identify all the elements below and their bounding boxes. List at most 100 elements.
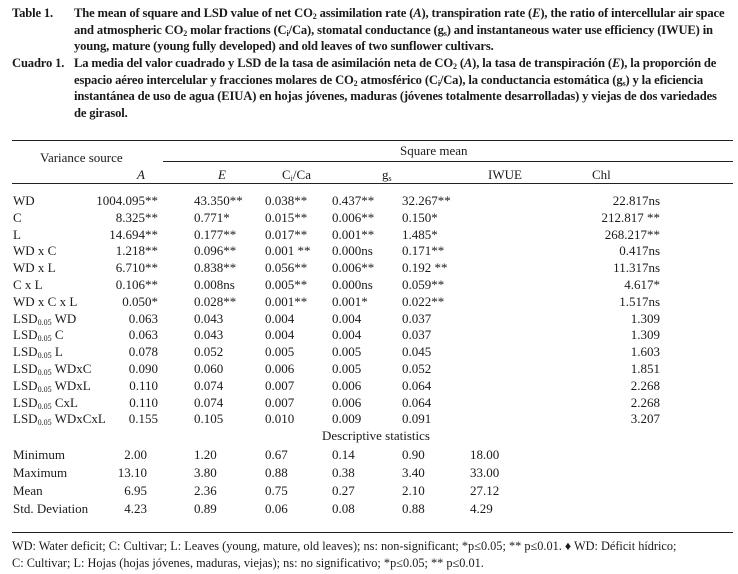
table-cell: 3.40 xyxy=(402,465,425,480)
table-row: C 8.325** 0.771* 0.015** 0.006** 0.150* 212.81… xyxy=(0,210,738,227)
row-label-suffix: WDxC xyxy=(51,361,92,376)
section-header: Descriptive statistics xyxy=(322,428,430,443)
row-label-text: Std. Deviation xyxy=(13,501,89,516)
table-row: WD x C x L 0.050* 0.028** 0.001** 0.001* 0.02… xyxy=(0,294,738,311)
table-cell: 3.207 xyxy=(630,411,660,427)
row-label: LSD0.05 L xyxy=(13,344,63,360)
table-cell: 0.838** xyxy=(194,260,237,276)
table-cell: 1.851 xyxy=(630,361,660,376)
table-row: WD 1004.095** 43.350** 0.038** 0.437** 32.267… xyxy=(0,193,738,210)
column-header-text: /Ca xyxy=(292,167,311,182)
table-cell: 0.150* xyxy=(402,209,438,225)
row-label: Std. Deviation xyxy=(13,501,88,517)
caption-segment: ( xyxy=(456,56,464,70)
row-label: LSD0.05 WD xyxy=(13,311,76,327)
table-cell: 4.617* xyxy=(624,277,660,292)
subscript: i xyxy=(437,78,440,88)
table-cell: 0.045 xyxy=(402,344,432,360)
table-cell: 0.022** xyxy=(402,293,445,309)
table-row: LSD0.05 WDxL 0.110 0.074 0.007 0.006 0.064 2.2… xyxy=(0,378,738,395)
table-cell: 268.217** xyxy=(604,226,660,242)
row-label-text: WD xyxy=(13,193,35,208)
table-row: WD x C 1.218** 0.096** 0.001 ** 0.000ns 0.171… xyxy=(0,243,738,260)
table-cell: 0.001* xyxy=(332,293,368,309)
table-cell: 0.001** xyxy=(332,226,375,242)
table-cell: 0.005** xyxy=(265,277,308,292)
table-cell: 0.015** xyxy=(265,209,308,225)
table-cell: 1.309 xyxy=(630,310,660,326)
row-label-suffix: CxL xyxy=(51,394,78,410)
table-cell: 1.20 xyxy=(194,447,217,462)
caption-segment: assimilation rate ( xyxy=(316,6,414,20)
column-header-4: gs xyxy=(382,167,392,183)
row-label: C x L xyxy=(13,277,43,293)
column-header-3: Ci/Ca xyxy=(282,167,311,183)
table-cell: 0.056** xyxy=(265,260,308,276)
table-cell: 0.063 xyxy=(128,327,158,343)
table-cell: 2.10 xyxy=(402,483,425,498)
table-cell: 0.75 xyxy=(265,483,288,498)
row-label-text: LSD xyxy=(13,377,38,393)
table-cell: 0.063 xyxy=(128,310,158,326)
table-cell: 2.268 xyxy=(630,377,660,393)
caption-segment: /Ca), la conductancia estomática (g xyxy=(439,72,623,87)
row-label-text: C xyxy=(13,209,22,225)
row-label: L xyxy=(13,227,21,243)
table-cell: 0.001 ** xyxy=(265,243,311,259)
table-cell: 0.006 xyxy=(265,361,295,376)
row-label: C xyxy=(13,210,22,226)
table-row: LSD0.05 CxL 0.110 0.074 0.007 0.006 0.064 2.26… xyxy=(0,395,738,412)
table-cell: 0.005 xyxy=(332,344,362,360)
table-cell: 0.171** xyxy=(402,243,445,259)
subscript: 2 xyxy=(312,12,317,21)
table-cell: 0.004 xyxy=(332,310,362,326)
row-label-text: WD x C xyxy=(13,243,57,259)
row-label-text: Mean xyxy=(13,483,43,498)
table-row: Std. Deviation 4.23 0.89 0.06 0.08 0.88 4.29 xyxy=(0,501,738,518)
table-cell: 14.694** xyxy=(109,226,158,242)
row-label: LSD0.05 WDxC xyxy=(13,361,91,377)
row-label-suffix: C xyxy=(51,327,64,343)
column-header-text: A xyxy=(137,167,145,182)
row-label: LSD0.05 C xyxy=(13,327,63,343)
table-cell: 0.90 xyxy=(402,447,425,462)
row-label-text: C x L xyxy=(13,277,43,292)
row-label-text: LSD xyxy=(13,327,38,343)
table-cell: 2.36 xyxy=(194,483,217,498)
caption-segment: ), la proporción de espacio aéreo interc… xyxy=(74,56,717,87)
row-label: Minimum xyxy=(13,447,65,463)
table-cell: 0.105 xyxy=(194,411,224,427)
table-row: LSD0.05 WDxCxL 0.155 0.105 0.010 0.009 0.091 3… xyxy=(0,411,738,428)
table-cell: 0.078 xyxy=(128,344,158,360)
table-cell: 6.710** xyxy=(115,260,158,276)
row-label-text: WD x L xyxy=(13,260,56,276)
subscript: i xyxy=(286,28,289,38)
table-row: Maximum 13.10 3.80 0.88 0.38 3.40 33.00 xyxy=(0,465,738,482)
subscript: i xyxy=(290,174,293,183)
column-header-1: A xyxy=(137,167,145,183)
table-cell: 2.00 xyxy=(124,447,147,462)
table-cell: 18.00 xyxy=(470,447,500,462)
table-cell: 0.009 xyxy=(332,411,362,427)
table-cell: 1.485* xyxy=(402,226,438,242)
table-cell: 11.317ns xyxy=(613,260,660,276)
row-label: WD x L xyxy=(13,260,56,276)
table-row: LSD0.05 WD 0.063 0.043 0.004 0.004 0.037 1.309 xyxy=(0,311,738,328)
caption-segment: ) and instantaneous water use efficiency… xyxy=(74,22,713,54)
table-cell: 0.27 xyxy=(332,483,355,498)
table-cell: 0.050* xyxy=(122,293,158,309)
group-header-rule xyxy=(163,161,733,162)
table-cell: 0.038** xyxy=(265,193,308,208)
row-label: WD xyxy=(13,193,35,209)
column-header-text: g xyxy=(382,167,389,182)
caption-segment: ), la tasa de transpiración ( xyxy=(472,56,612,70)
subscript: s xyxy=(622,78,626,88)
subscript: 0.05 xyxy=(37,351,52,361)
table-row: Minimum 2.00 1.20 0.67 0.14 0.90 18.00 xyxy=(0,447,738,464)
table-cell: 0.008ns xyxy=(194,277,235,292)
table-cell: 0.064 xyxy=(402,377,432,393)
table-cell: 0.043 xyxy=(194,327,224,343)
table-cell: 0.88 xyxy=(402,501,425,516)
top-rule xyxy=(12,140,733,141)
caption-segment: The mean of square and LSD value of net … xyxy=(74,6,313,20)
